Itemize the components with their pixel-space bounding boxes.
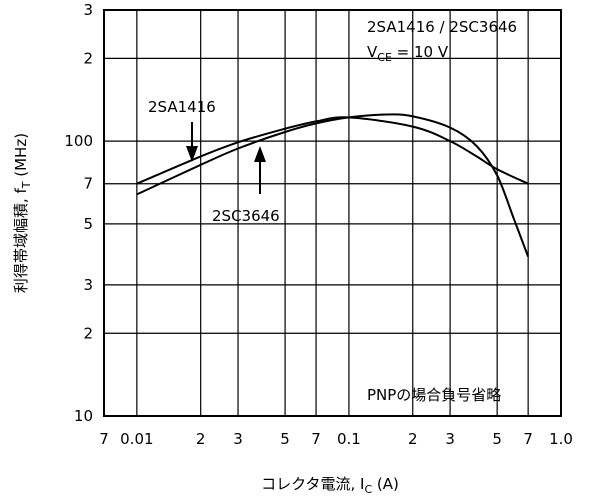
x-tick-label: 0.01	[120, 430, 153, 448]
series-label-2sc3646: 2SC3646	[212, 207, 280, 225]
x-tick-label: 3	[233, 430, 243, 448]
tick-labels: 7 0.01 2 3 5 7 0.1 2 3 5 7 1.0 10 2 3 5 7 100 2 3	[64, 1, 573, 448]
arrowhead-2sa1416	[186, 146, 198, 162]
x-tick-label: 7	[311, 430, 321, 448]
y-tick-label: 3	[83, 1, 93, 19]
device-label: 2SA1416 / 2SC3646	[367, 18, 517, 36]
y-axis-label: 利得帯域幅積, fT (MHz)	[12, 133, 33, 293]
x-tick-label: 0.1	[337, 430, 361, 448]
x-tick-label: 5	[492, 430, 502, 448]
label-arrows	[186, 122, 266, 194]
curves	[136, 113, 530, 257]
plot-frame	[103, 9, 562, 417]
y-tick-label: 100	[64, 132, 93, 150]
series-label-2sa1416: 2SA1416	[148, 98, 216, 116]
x-axis-label: コレクタ電流, IC (A)	[261, 475, 399, 496]
x-tick-label: 5	[280, 430, 290, 448]
x-tick-label: 7	[99, 430, 109, 448]
x-tick-label: 3	[445, 430, 455, 448]
x-tick-label: 2	[196, 430, 206, 448]
y-tick-label: 5	[83, 215, 93, 233]
x-tick-label: 1.0	[549, 430, 573, 448]
y-tick-label: 10	[74, 407, 93, 425]
y-tick-label: 2	[83, 49, 93, 67]
vce-condition: VCE = 10 V	[367, 43, 449, 64]
y-tick-label: 3	[83, 276, 93, 294]
pnp-note: PNPの場合負号省略	[367, 386, 501, 404]
x-tick-label: 7	[523, 430, 533, 448]
y-tick-label: 7	[83, 175, 93, 193]
series-line-2sc3646	[136, 113, 530, 257]
grid	[103, 9, 562, 417]
arrowhead-2sc3646	[254, 146, 266, 162]
y-tick-label: 2	[83, 324, 93, 342]
x-tick-label: 2	[408, 430, 418, 448]
